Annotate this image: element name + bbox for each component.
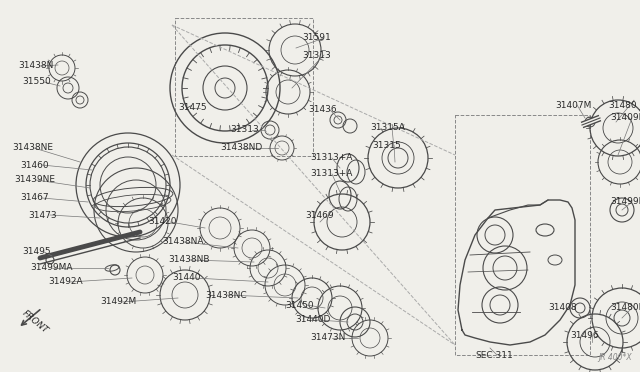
Text: 31436: 31436 [308,106,337,115]
Text: 31591: 31591 [302,33,331,42]
Text: 31496: 31496 [570,330,598,340]
Text: 31492M: 31492M [100,298,136,307]
Text: 31313+A: 31313+A [310,170,353,179]
Text: 31313: 31313 [302,51,331,60]
Text: 31438NA: 31438NA [162,237,204,247]
Text: 31438N: 31438N [18,61,53,71]
Text: 31407M: 31407M [555,100,591,109]
Text: 31550: 31550 [22,77,51,87]
Text: 31313+A: 31313+A [310,154,353,163]
Text: 31315A: 31315A [370,124,405,132]
Text: 31492A: 31492A [48,278,83,286]
Text: 31467: 31467 [20,193,49,202]
Text: 31440: 31440 [172,273,200,282]
Text: 31480B: 31480B [610,304,640,312]
Text: 31408: 31408 [548,304,577,312]
Text: 31469: 31469 [305,211,333,219]
Text: 31499MA: 31499MA [30,263,72,273]
Text: 31438NC: 31438NC [205,291,246,299]
Text: 31409M: 31409M [610,113,640,122]
Text: 31475: 31475 [178,103,207,112]
Text: SEC.311: SEC.311 [475,350,513,359]
Text: 31315: 31315 [372,141,401,150]
Text: JR 400*X: JR 400*X [598,353,632,362]
Text: 31420: 31420 [148,218,177,227]
Text: 31439NE: 31439NE [14,176,55,185]
Bar [175,18,313,156]
Text: 31438NB: 31438NB [168,256,209,264]
Text: 31499M: 31499M [610,198,640,206]
Text: 31313: 31313 [230,125,259,135]
Text: 31438NE: 31438NE [12,144,53,153]
Text: 31473: 31473 [28,211,56,219]
Text: FRONT: FRONT [20,309,50,335]
Text: 31440D: 31440D [295,315,330,324]
Bar [455,115,590,355]
Text: 31450: 31450 [285,301,314,310]
Text: 31438ND: 31438ND [220,144,262,153]
Text: 31460: 31460 [20,160,49,170]
Text: 31480: 31480 [608,100,637,109]
Text: 31495: 31495 [22,247,51,257]
Text: 31473N: 31473N [310,334,346,343]
